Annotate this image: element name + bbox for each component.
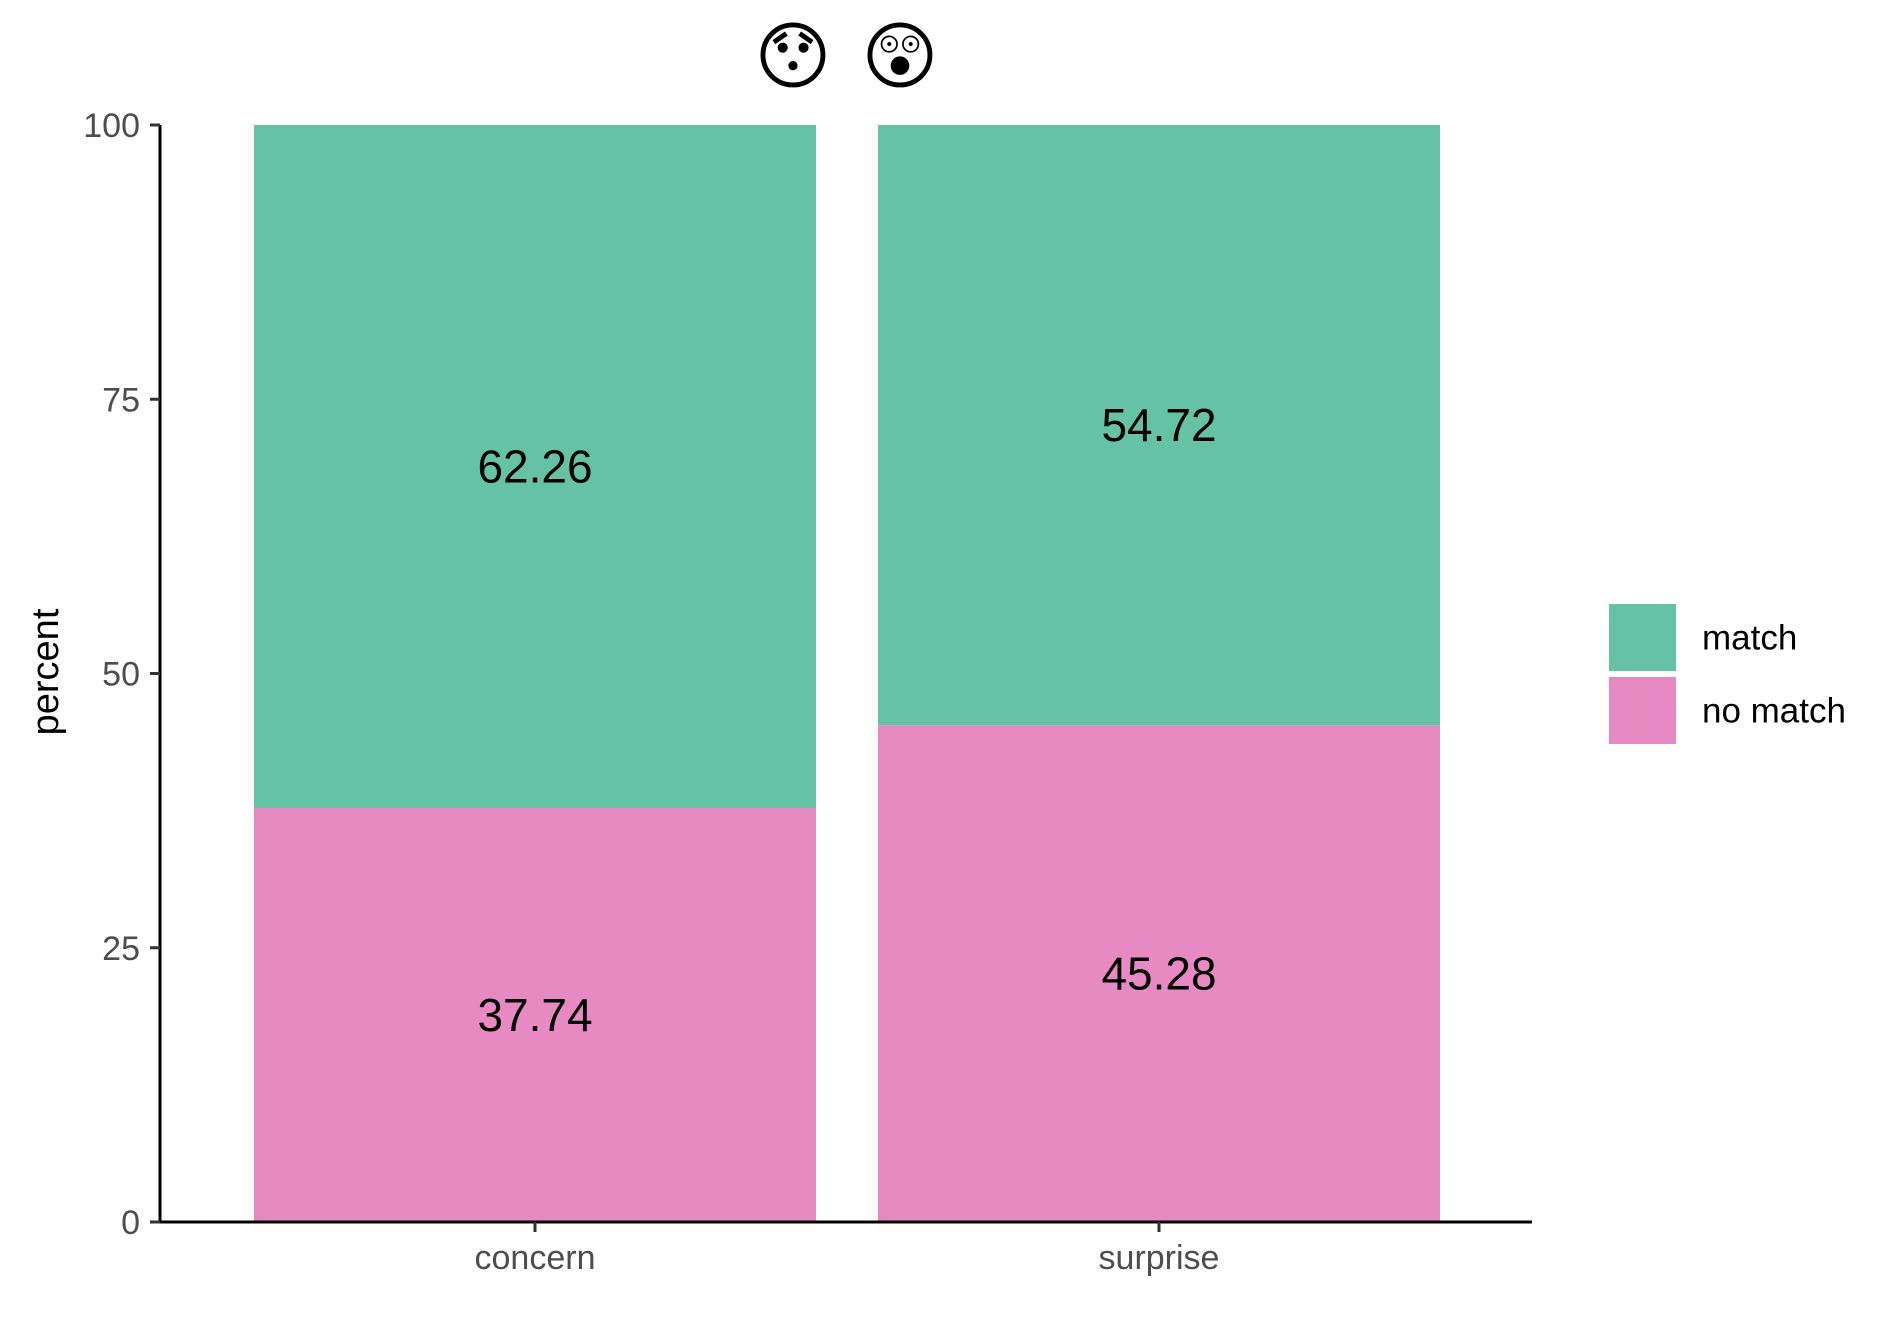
legend: match no match — [1609, 604, 1846, 744]
data-label-concern-no-match: 37.74 — [477, 989, 592, 1041]
legend-label-match: match — [1702, 619, 1797, 658]
y-tick-label-25: 25 — [102, 930, 140, 968]
y-tick-label-50: 50 — [102, 656, 140, 694]
bar-concern-no-match — [254, 807, 816, 1222]
legend-label-no-match: no match — [1702, 692, 1846, 731]
axes: 0 25 50 75 100 concern surprise — [83, 107, 1532, 1277]
legend-key-match — [1609, 604, 1676, 671]
data-label-surprise-match: 54.72 — [1101, 399, 1216, 451]
data-label-concern-match: 62.26 — [477, 440, 592, 492]
data-labels: 37.74 62.26 45.28 54.72 — [477, 399, 1216, 1041]
bar-concern-match — [254, 125, 816, 808]
legend-key-no-match — [1609, 677, 1676, 744]
y-tick-label-75: 75 — [102, 381, 140, 419]
bar-surprise-match — [878, 125, 1440, 726]
data-label-surprise-no-match: 45.28 — [1101, 948, 1216, 1000]
emoji-header: 😯 😲 — [754, 15, 938, 98]
emoji-surprise: 😲 — [861, 15, 938, 98]
y-tick-label-0: 0 — [121, 1204, 140, 1242]
bars — [254, 125, 1440, 1222]
x-tick-label-concern: concern — [475, 1239, 596, 1277]
bar-surprise-no-match — [878, 725, 1440, 1222]
emoji-concern: 😯 — [754, 15, 831, 98]
y-axis-title: percent — [25, 608, 67, 735]
y-tick-label-100: 100 — [83, 107, 140, 145]
x-tick-label-surprise: surprise — [1099, 1239, 1220, 1277]
